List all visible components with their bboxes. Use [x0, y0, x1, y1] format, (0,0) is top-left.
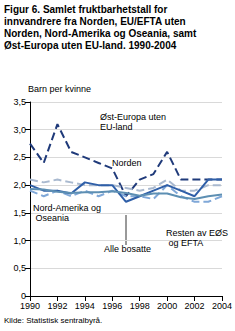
svg-text:Alle bosatte: Alle bosatte [104, 244, 151, 254]
svg-text:Resten av EØS: Resten av EØS [166, 228, 228, 238]
svg-text:2,0: 2,0 [13, 180, 26, 190]
svg-text:1998: 1998 [130, 301, 150, 311]
svg-text:2002: 2002 [185, 301, 205, 311]
svg-text:Norden: Norden [112, 158, 142, 168]
svg-text:2004: 2004 [212, 301, 232, 311]
svg-text:innvandrere fra Norden, EU/EFT: innvandrere fra Norden, EU/EFTA uten [4, 16, 188, 27]
svg-text:1,5: 1,5 [13, 208, 26, 218]
svg-text:Barn per kvinne: Barn per kvinne [28, 84, 91, 94]
svg-text:1996: 1996 [102, 301, 122, 311]
svg-text:1992: 1992 [47, 301, 67, 311]
svg-text:1994: 1994 [75, 301, 95, 311]
svg-text:og EFTA: og EFTA [166, 238, 203, 248]
svg-text:1,0: 1,0 [13, 236, 26, 246]
svg-text:Norden, Nord-Amerika og Oseani: Norden, Nord-Amerika og Oseania, samt [4, 28, 199, 39]
svg-text:0,5: 0,5 [13, 263, 26, 273]
svg-text:Kilde: Statistisk sentralbyrå.: Kilde: Statistisk sentralbyrå. [4, 316, 102, 325]
svg-text:1990: 1990 [20, 301, 40, 311]
svg-text:Øst-Europa uten: Øst-Europa uten [100, 112, 169, 122]
svg-text:3,5: 3,5 [13, 97, 26, 107]
svg-text:2,5: 2,5 [13, 152, 26, 162]
svg-text:2000: 2000 [157, 301, 177, 311]
svg-text:0: 0 [21, 291, 26, 301]
svg-text:3,0: 3,0 [13, 125, 26, 135]
svg-text:Nord-Amerika og: Nord-Amerika og [33, 203, 101, 213]
svg-text:Figur 6. Samlet fruktbarhetsta: Figur 6. Samlet fruktbarhetstall for [4, 4, 170, 15]
svg-text:Øst-Europa uten EU-land. 1990-: Øst-Europa uten EU-land. 1990-2004 [4, 40, 177, 51]
svg-text:Oseania: Oseania [33, 213, 69, 223]
svg-text:EU-land: EU-land [100, 122, 133, 132]
